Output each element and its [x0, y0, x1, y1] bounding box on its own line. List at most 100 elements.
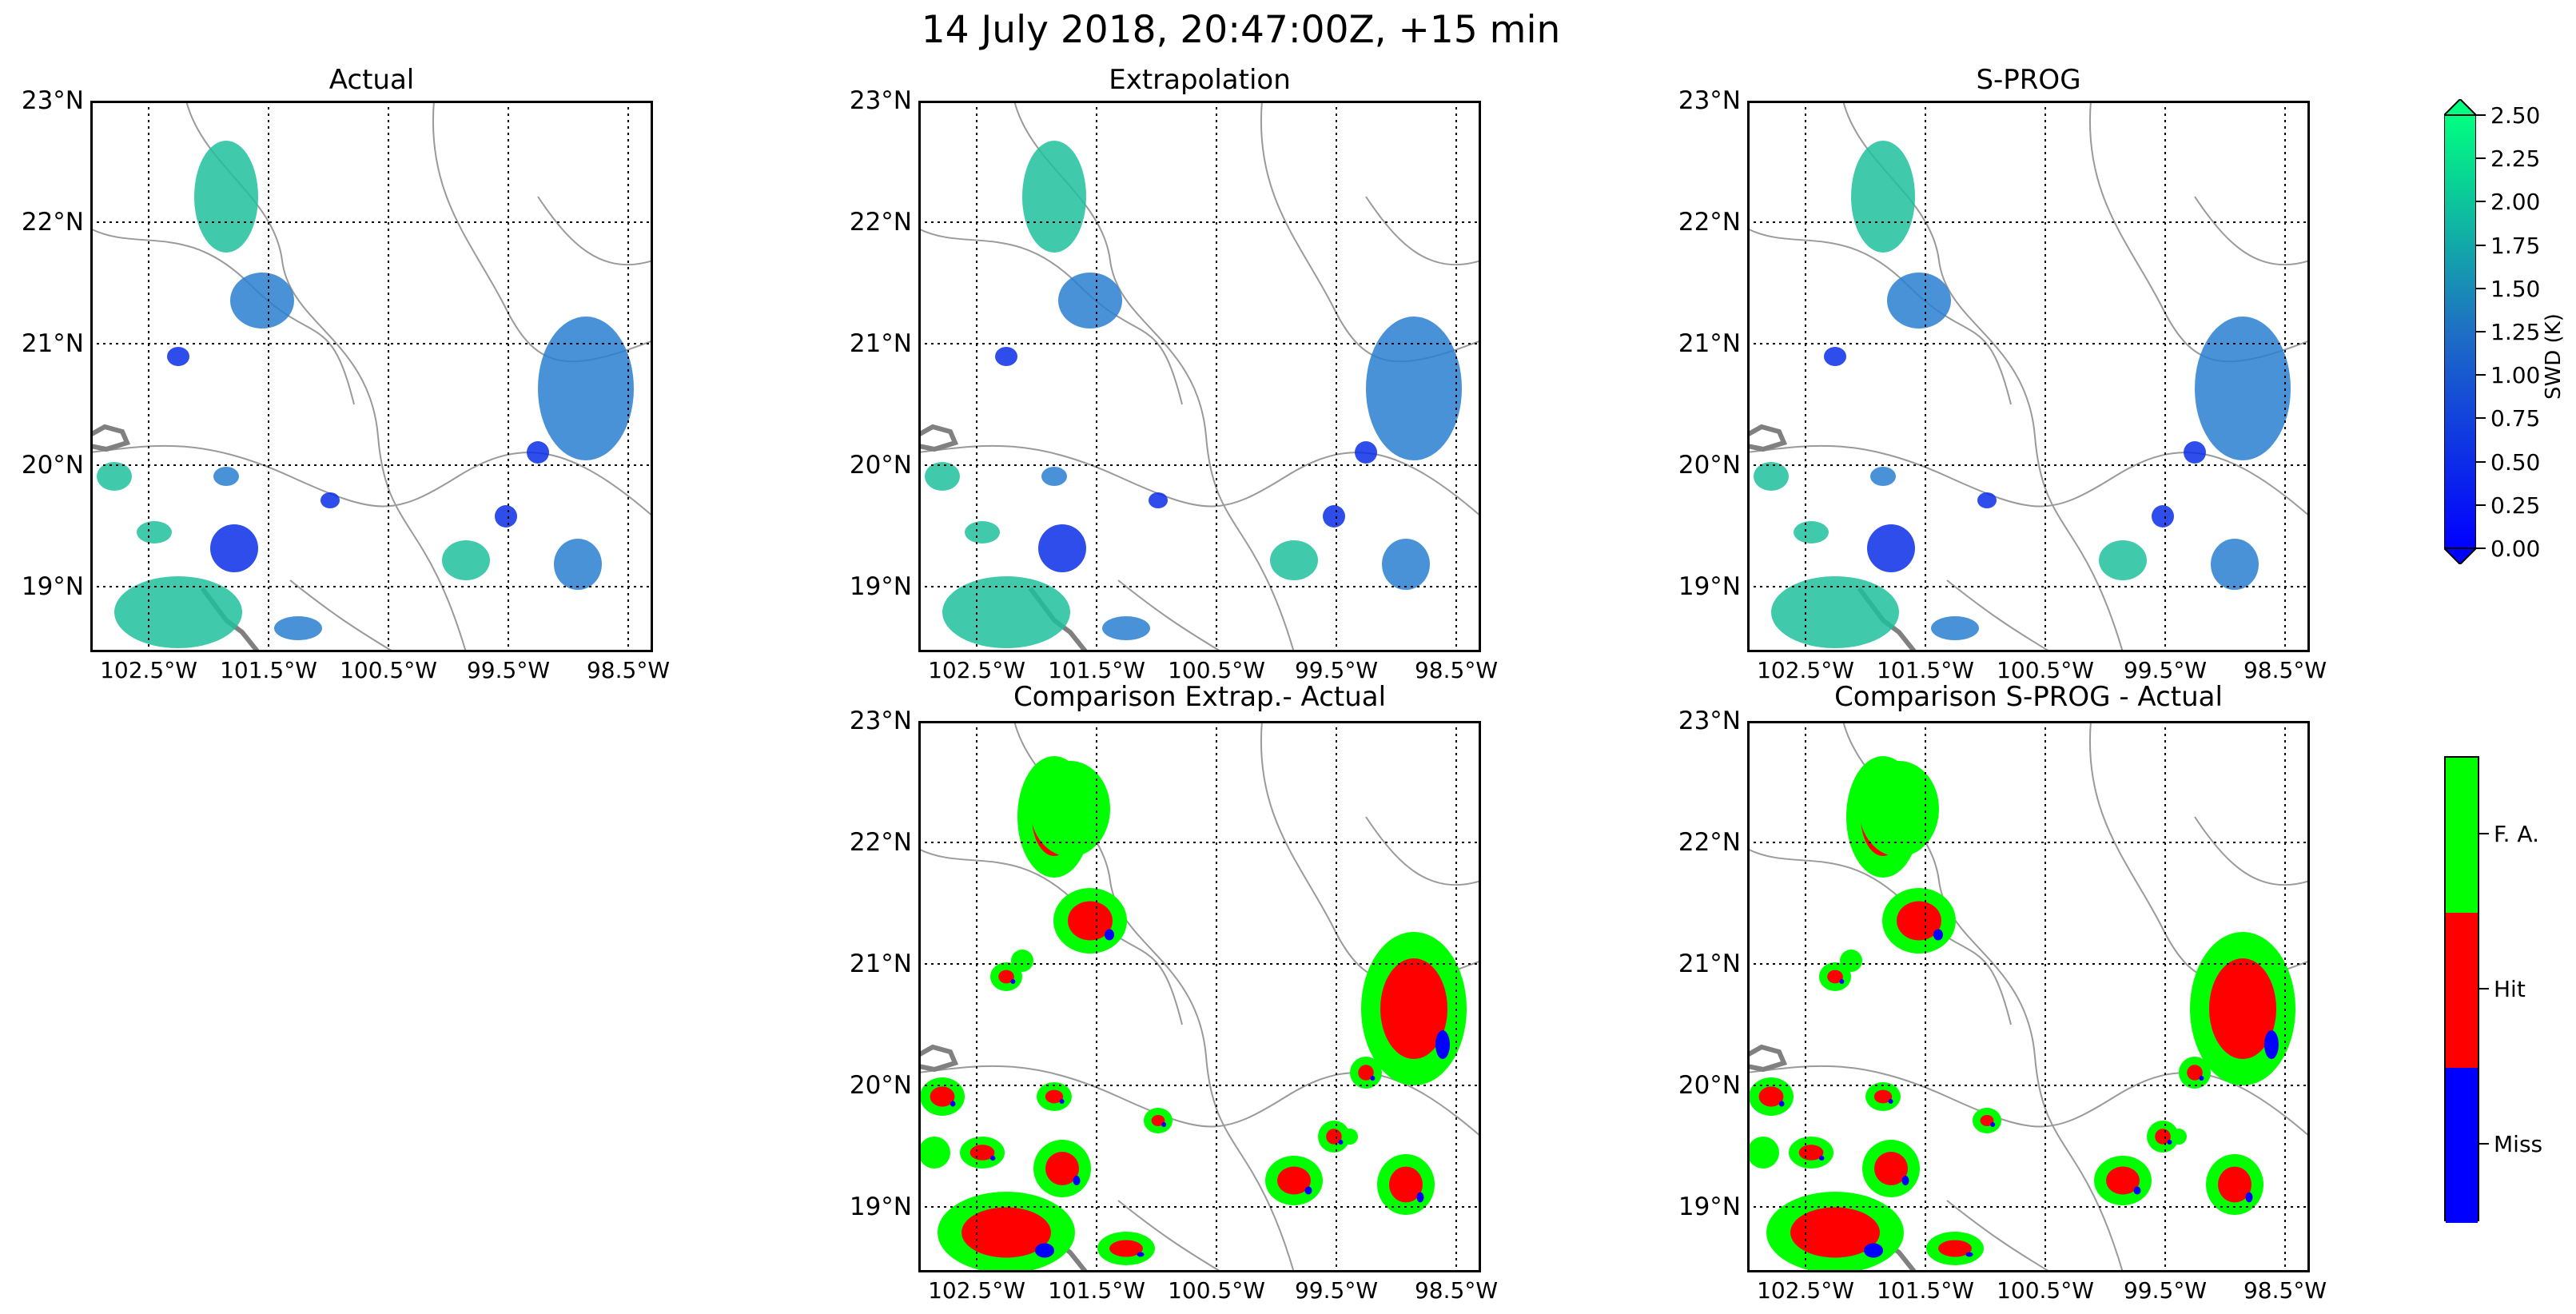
lat-label: 21°N [1678, 329, 1741, 358]
lon-label: 98.5°W [2243, 1277, 2327, 1304]
lat-label: 22°N [849, 828, 912, 857]
map-plot-sprog [1747, 101, 2310, 652]
swd-colorbar-tick-label: 0.75 [2490, 405, 2541, 432]
lon-label: 102.5°W [1757, 657, 1854, 683]
panel-title-extrap: Extrapolation [1109, 64, 1291, 96]
lat-label: 23°N [21, 86, 84, 115]
lon-label: 102.5°W [100, 657, 197, 683]
lon-label: 99.5°W [2123, 657, 2208, 683]
lat-label: 21°N [849, 329, 912, 358]
lat-label: 22°N [1678, 828, 1741, 857]
swd-colorbar-tick [2476, 548, 2486, 549]
category-label: Miss [2494, 1131, 2543, 1157]
lat-label: 21°N [849, 950, 912, 978]
lat-label: 21°N [21, 329, 84, 358]
lat-label: 19°N [1678, 572, 1741, 601]
category-label: Hit [2494, 976, 2526, 1002]
swd-colorbar-tick [2476, 201, 2486, 203]
category-segment-2 [2446, 1068, 2478, 1223]
lat-label: 23°N [849, 707, 912, 735]
lat-label: 20°N [21, 451, 84, 480]
lat-label: 21°N [1678, 950, 1741, 978]
swd-colorbar-tick [2476, 374, 2486, 376]
lat-label: 20°N [1678, 451, 1741, 480]
lon-label: 100.5°W [1997, 657, 2094, 683]
swd-colorbar-tick [2476, 417, 2486, 420]
swd-colorbar-tick-label: 0.25 [2490, 492, 2541, 519]
swd-colorbar-tick [2476, 331, 2486, 332]
lon-label: 101.5°W [220, 657, 317, 683]
swd-colorbar [2442, 98, 2478, 566]
swd-colorbar-tick [2476, 114, 2486, 116]
lon-label: 100.5°W [1168, 657, 1265, 683]
swd-colorbar-tick-label: 1.75 [2490, 232, 2541, 259]
lon-label: 100.5°W [1997, 1277, 2094, 1304]
swd-colorbar-tick [2476, 504, 2486, 506]
lat-label: 23°N [849, 86, 912, 115]
lon-label: 100.5°W [1168, 1277, 1265, 1304]
lat-label: 22°N [1678, 208, 1741, 237]
lat-label: 20°N [849, 1071, 912, 1100]
swd-colorbar-gradient [2442, 98, 2478, 566]
map-plot-cmp_sprog [1747, 721, 2310, 1272]
lat-label: 19°N [849, 572, 912, 601]
lon-label: 101.5°W [1048, 1277, 1145, 1304]
lon-label: 98.5°W [586, 657, 671, 683]
panel-title-sprog: S-PROG [1976, 64, 2081, 96]
lat-label: 22°N [21, 208, 84, 237]
lat-label: 19°N [1678, 1193, 1741, 1221]
map-plot-extrap [918, 101, 1481, 652]
lon-label: 100.5°W [340, 657, 437, 683]
swd-colorbar-tick-label: 0.50 [2490, 448, 2541, 476]
map-extrap [918, 101, 1481, 652]
lon-label: 102.5°W [928, 1277, 1025, 1304]
swd-colorbar-tick-label: 1.25 [2490, 319, 2541, 345]
lat-label: 20°N [1678, 1071, 1741, 1100]
lon-label: 101.5°W [1877, 657, 1974, 683]
swd-colorbar-tick-label: 2.25 [2490, 145, 2541, 173]
lat-label: 22°N [849, 208, 912, 237]
lat-label: 23°N [1678, 86, 1741, 115]
swd-colorbar-tick-label: 1.50 [2490, 275, 2541, 302]
map-plot-cmp_extrap [918, 721, 1481, 1272]
lat-label: 19°N [849, 1193, 912, 1221]
panel-title-cmp_extrap: Comparison Extrap.- Actual [1013, 681, 1387, 713]
swd-colorbar-tick-label: 1.00 [2490, 362, 2541, 389]
swd-colorbar-tick [2476, 244, 2486, 246]
lat-label: 23°N [1678, 707, 1741, 735]
category-tick [2479, 1143, 2489, 1145]
swd-colorbar-tick [2476, 460, 2486, 463]
category-tick [2479, 988, 2489, 989]
panel-title-cmp_sprog: Comparison S-PROG - Actual [1834, 681, 2223, 713]
lat-label: 20°N [849, 451, 912, 480]
lon-label: 98.5°W [2243, 657, 2327, 683]
swd-colorbar-tick-label: 0.00 [2490, 536, 2541, 562]
figure-title: 14 July 2018, 20:47:00Z, +15 min [921, 8, 1561, 52]
lat-label: 19°N [21, 572, 84, 601]
map-plot-actual [90, 101, 653, 652]
category-tick [2479, 833, 2489, 834]
map-sprog [1747, 101, 2310, 652]
lon-label: 102.5°W [1757, 1277, 1854, 1304]
lon-label: 99.5°W [2123, 1277, 2208, 1304]
category-colorbar [2444, 756, 2479, 1223]
swd-colorbar-tick [2476, 157, 2486, 160]
swd-colorbar-tick-label: 2.50 [2490, 102, 2541, 129]
lon-label: 98.5°W [1414, 657, 1499, 683]
swd-colorbar-unit: SWD (K) [2542, 313, 2566, 400]
lon-label: 99.5°W [1294, 1277, 1379, 1304]
category-label: F. A. [2494, 821, 2539, 847]
lon-label: 99.5°W [466, 657, 551, 683]
category-segment-0 [2446, 758, 2478, 913]
map-actual [90, 101, 653, 652]
swd-colorbar-tick-label: 2.00 [2490, 189, 2541, 216]
map-cmp_extrap [918, 721, 1481, 1272]
panel-title-actual: Actual [328, 64, 415, 96]
lon-label: 102.5°W [928, 657, 1025, 683]
swd-colorbar-tick [2476, 287, 2486, 289]
lon-label: 101.5°W [1048, 657, 1145, 683]
lon-label: 101.5°W [1877, 1277, 1974, 1304]
map-cmp_sprog [1747, 721, 2310, 1272]
lon-label: 98.5°W [1414, 1277, 1499, 1304]
lon-label: 99.5°W [1294, 657, 1379, 683]
